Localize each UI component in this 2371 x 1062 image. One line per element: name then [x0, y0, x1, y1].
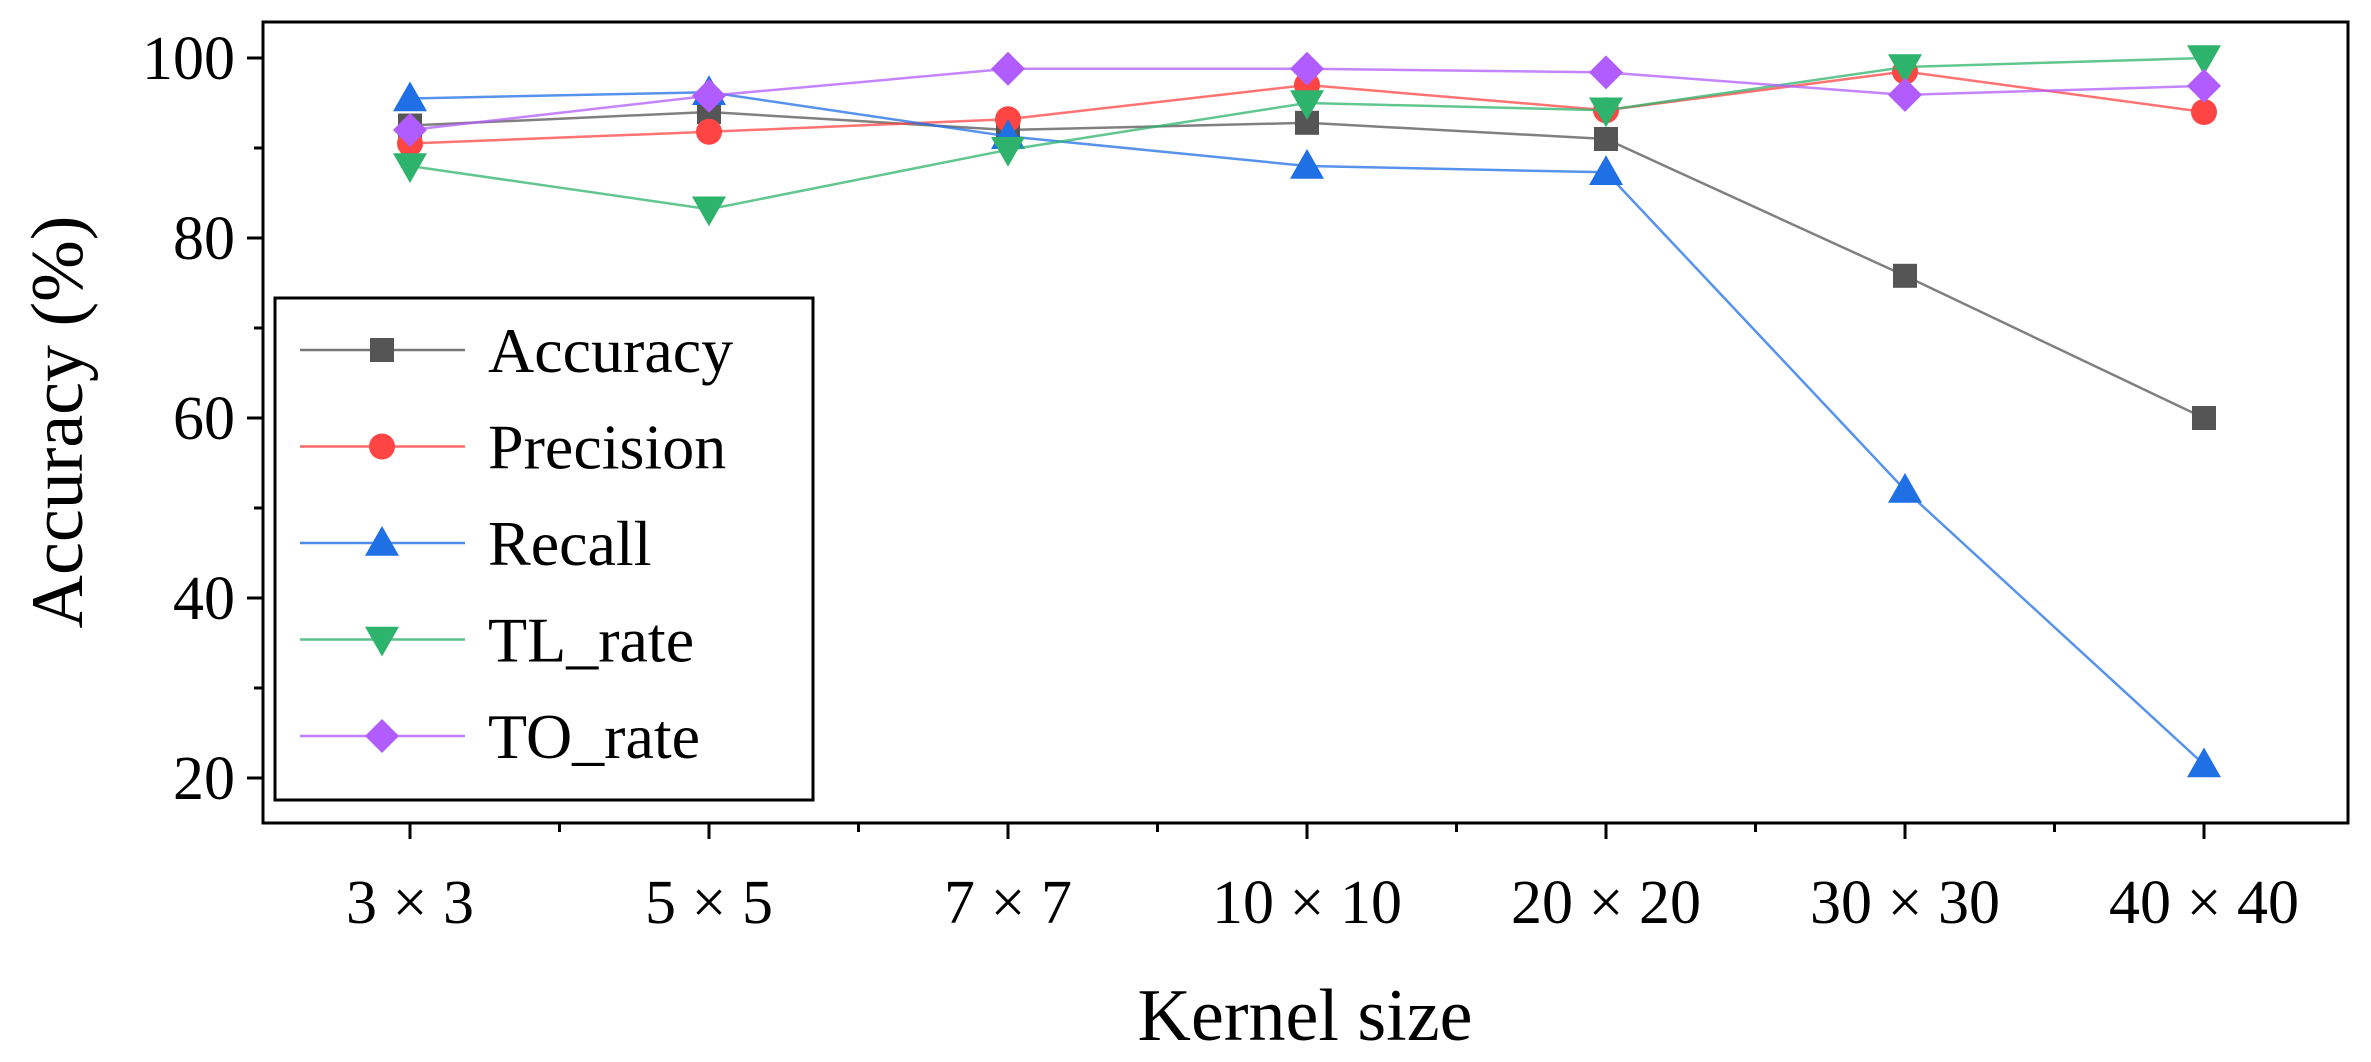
- data-point: [1589, 97, 1623, 128]
- legend-entry: TL_rate: [300, 605, 694, 676]
- series-layer: [393, 45, 2221, 778]
- legend-marker: [365, 526, 399, 556]
- data-point: [1893, 263, 1917, 288]
- data-point: [692, 196, 726, 227]
- legend-entry: Recall: [300, 508, 651, 579]
- data-point: [692, 78, 726, 113]
- y-tick-label: 40: [173, 565, 235, 633]
- data-point: [393, 81, 427, 112]
- x-axis-title: Kernel size: [1138, 975, 1473, 1057]
- legend-label: Accuracy: [488, 315, 733, 386]
- x-tick-label: 20 × 20: [1511, 869, 1701, 937]
- legend-entry: TO_rate: [300, 701, 700, 772]
- data-point: [1594, 127, 1618, 151]
- legend-label: TO_rate: [488, 701, 700, 772]
- legend-items: Accuracy Precision Recall TL_rate TO_rate: [300, 315, 733, 772]
- x-tick-label: 10 × 10: [1212, 869, 1402, 937]
- axes-layer: 20 40 60 80 100 3 × 3 5 × 5 7 × 7 10 × 10 20 × 20…: [142, 25, 2299, 937]
- data-point: [991, 51, 1025, 86]
- data-point: [1888, 77, 1922, 112]
- legend-label: Recall: [488, 508, 651, 579]
- data-point: [1888, 54, 1922, 84]
- series-to-rate: [393, 51, 2221, 147]
- data-point: [1290, 51, 1324, 86]
- data-point: [393, 153, 427, 183]
- data-point: [995, 106, 1021, 133]
- legend-entry: Accuracy: [300, 315, 733, 386]
- x-tick-label: 3 × 3: [346, 869, 474, 937]
- legend: Accuracy Precision Recall TL_rate TO_rate: [273, 296, 815, 802]
- y-tick-label: 80: [173, 205, 235, 273]
- series-tl-rate: [393, 45, 2221, 227]
- data-point: [2192, 406, 2216, 430]
- data-point: [2187, 747, 2221, 778]
- legend-marker: [369, 433, 395, 460]
- legend-label: Precision: [488, 412, 726, 483]
- legend-marker: [370, 338, 394, 362]
- y-tick-label: 20: [173, 745, 235, 813]
- data-point: [1888, 473, 1922, 503]
- y-tick-label: 100: [142, 25, 235, 93]
- y-tick-label: 60: [173, 385, 235, 453]
- legend-entry: Precision: [300, 412, 726, 483]
- legend-marker: [365, 626, 399, 657]
- x-tick-label: 40 × 40: [2109, 869, 2299, 937]
- x-tick-label: 30 × 30: [1810, 869, 2000, 937]
- y-axis-title: Accuracy (%): [17, 216, 99, 629]
- x-tick-label: 5 × 5: [645, 869, 773, 937]
- data-point: [2187, 45, 2221, 75]
- data-point: [1290, 90, 1324, 120]
- data-point: [1290, 149, 1324, 179]
- data-point: [1589, 55, 1623, 90]
- data-point: [2187, 68, 2221, 103]
- data-point: [1589, 155, 1623, 186]
- data-point: [2191, 99, 2217, 125]
- legend-marker: [365, 719, 399, 753]
- data-point: [696, 118, 722, 145]
- data-point: [393, 113, 427, 147]
- data-point: [991, 137, 1025, 167]
- legend-box: [273, 296, 815, 802]
- legend-label: TL_rate: [488, 605, 694, 676]
- x-tick-label: 7 × 7: [944, 869, 1072, 937]
